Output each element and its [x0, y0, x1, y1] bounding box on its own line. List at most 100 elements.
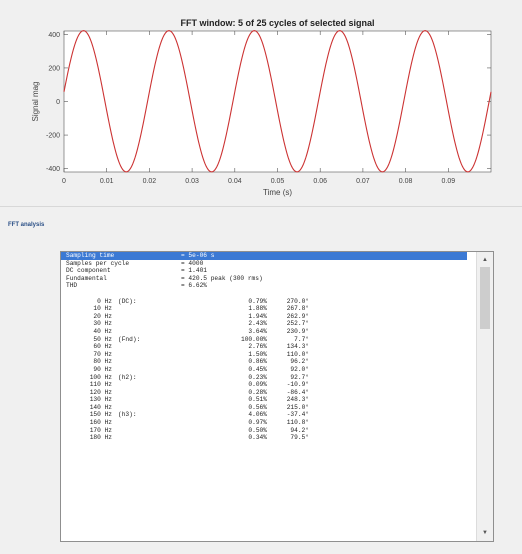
harmonic-frequency: 60 Hz	[93, 343, 112, 351]
x-axis-label: Time (s)	[263, 188, 292, 197]
harmonic-phase: 7.7°	[294, 335, 309, 343]
summary-label: DC component	[66, 267, 111, 275]
results-scrollbar[interactable]: ▲ ▼	[476, 252, 493, 541]
harmonic-phase: 267.8°	[286, 305, 309, 313]
harmonic-percent: 0.23%	[248, 373, 267, 381]
x-tick-label: 0.05	[271, 178, 285, 185]
harmonic-phase: 92.0°	[290, 365, 309, 373]
harmonic-row[interactable]: 100 Hz (h2): 0.23% 92.7°	[61, 374, 475, 382]
y-axis-label: Signal mag	[31, 81, 40, 121]
harmonic-row[interactable]: 60 Hz 2.76% 134.3°	[61, 343, 475, 351]
scroll-up-icon[interactable]: ▲	[482, 257, 488, 263]
harmonic-percent: 0.34%	[248, 434, 267, 442]
harmonic-phase: 230.9°	[286, 327, 309, 335]
harmonic-row[interactable]: 50 Hz (Fnd): 100.00% 7.7°	[61, 336, 475, 344]
harmonic-frequency: 20 Hz	[93, 312, 112, 320]
harmonic-percent: 1.50%	[248, 350, 267, 358]
y-tick-label: -400	[46, 166, 60, 173]
harmonic-percent: 2.43%	[248, 320, 267, 328]
harmonic-row[interactable]: 20 Hz 1.94% 262.9°	[61, 313, 475, 321]
harmonic-percent: 0.86%	[248, 358, 267, 366]
harmonic-percent: 0.28%	[248, 388, 267, 396]
summary-label: THD	[66, 282, 78, 290]
harmonic-phase: 79.5°	[290, 434, 309, 442]
harmonic-percent: 0.09%	[248, 381, 267, 389]
harmonic-phase: 215.0°	[286, 403, 309, 411]
harmonic-percent: 0.56%	[248, 403, 267, 411]
harmonic-percent: 0.45%	[248, 365, 267, 373]
scroll-thumb[interactable]	[480, 267, 490, 329]
harmonic-row[interactable]: 0 Hz (DC): 0.79% 270.0°	[61, 298, 475, 306]
x-tick-label: 0.01	[100, 178, 114, 185]
harmonic-frequency: 10 Hz	[93, 305, 112, 313]
harmonic-frequency: 30 Hz	[93, 320, 112, 328]
x-tick-label: 0.07	[356, 178, 370, 185]
harmonic-row[interactable]: 130 Hz 0.51% 248.3°	[61, 396, 475, 404]
harmonic-percent: 100.00%	[241, 335, 267, 343]
harmonic-row[interactable]: 140 Hz 0.56% 215.0°	[61, 404, 475, 412]
harmonic-row[interactable]: 80 Hz 0.86% 96.2°	[61, 358, 475, 366]
harmonic-frequency: 0 Hz	[97, 297, 112, 305]
harmonic-percent: 0.79%	[248, 297, 267, 305]
harmonic-frequency: 120 Hz	[89, 388, 112, 396]
summary-row[interactable]: Samples per cycle = 4000	[61, 260, 475, 268]
harmonic-tag: (Fnd):	[118, 335, 141, 343]
y-tick-label: 200	[48, 65, 60, 72]
summary-row[interactable]: THD = 6.62%	[61, 282, 475, 290]
harmonic-phase: -10.9°	[286, 381, 309, 389]
summary-value: = 6.62%	[181, 282, 207, 290]
harmonic-phase: 96.2°	[290, 358, 309, 366]
signal-plot-svg: FFT window: 5 of 25 cycles of selected s…	[31, 18, 492, 197]
x-tick-label: 0.06	[313, 178, 327, 185]
harmonic-row[interactable]: 90 Hz 0.45% 92.0°	[61, 366, 475, 374]
summary-value: = 420.5 peak (300 rms)	[181, 274, 263, 282]
harmonic-phase: 252.7°	[286, 320, 309, 328]
harmonic-frequency: 90 Hz	[93, 365, 112, 373]
harmonic-frequency: 50 Hz	[93, 335, 112, 343]
x-tick-label: 0.08	[399, 178, 413, 185]
harmonic-frequency: 100 Hz	[89, 373, 112, 381]
harmonic-tag: (DC):	[118, 297, 137, 305]
harmonic-row[interactable]: 160 Hz 0.97% 110.8°	[61, 419, 475, 427]
harmonic-row[interactable]: 40 Hz 3.64% 230.9°	[61, 328, 475, 336]
harmonic-frequency: 150 Hz	[89, 411, 112, 419]
harmonic-frequency: 110 Hz	[89, 381, 112, 389]
chart-title: FFT window: 5 of 25 cycles of selected s…	[180, 18, 374, 28]
harmonic-frequency: 140 Hz	[89, 403, 112, 411]
harmonic-frequency: 70 Hz	[93, 350, 112, 358]
plot-axes-box	[63, 30, 492, 173]
scroll-down-icon[interactable]: ▼	[482, 530, 488, 536]
x-tick-label: 0.03	[185, 178, 199, 185]
harmonic-tag: (h2):	[118, 373, 137, 381]
summary-row[interactable]: DC component = 1.401	[61, 267, 475, 275]
harmonic-percent: 0.51%	[248, 396, 267, 404]
fft-results-listbox[interactable]: Sampling time = 5e-06 s Samples per cycle =…	[60, 251, 494, 542]
harmonic-percent: 3.64%	[248, 327, 267, 335]
x-tick-label: 0.04	[228, 178, 242, 185]
harmonic-percent: 0.50%	[248, 426, 267, 434]
harmonic-frequency: 160 Hz	[89, 419, 112, 427]
fft-analysis-label: FFT analysis	[8, 222, 45, 228]
harmonic-percent: 2.76%	[248, 343, 267, 351]
harmonic-row[interactable]: 110 Hz 0.09% -10.9°	[61, 381, 475, 389]
harmonic-percent: 4.06%	[248, 411, 267, 419]
summary-label: Samples per cycle	[66, 259, 130, 267]
harmonic-percent: 1.94%	[248, 312, 267, 320]
harmonic-phase: -37.4°	[286, 411, 309, 419]
harmonic-row[interactable]: 170 Hz 0.50% 94.2°	[61, 427, 475, 435]
harmonic-row[interactable]: 180 Hz 0.34% 79.5°	[61, 434, 475, 442]
y-tick-label: -200	[46, 133, 60, 140]
harmonic-row[interactable]: 150 Hz (h3): 4.06% -37.4°	[61, 411, 475, 419]
harmonic-row[interactable]: 10 Hz 1.88% 267.8°	[61, 305, 475, 313]
harmonic-row[interactable]: 70 Hz 1.50% 110.0°	[61, 351, 475, 359]
harmonic-percent: 0.97%	[248, 419, 267, 427]
harmonic-phase: 110.0°	[286, 350, 309, 358]
harmonic-frequency: 130 Hz	[89, 396, 112, 404]
summary-row[interactable]: Fundamental = 420.5 peak (300 rms)	[61, 275, 475, 283]
harmonic-phase: 262.9°	[286, 312, 309, 320]
fft-results-list[interactable]: Sampling time = 5e-06 s Samples per cycle =…	[61, 252, 475, 541]
harmonic-row[interactable]: 120 Hz 0.28% -86.4°	[61, 389, 475, 397]
harmonic-tag: (h3):	[118, 411, 137, 419]
harmonic-row[interactable]: 30 Hz 2.43% 252.7°	[61, 320, 475, 328]
summary-row[interactable]: Sampling time = 5e-06 s	[61, 252, 467, 260]
